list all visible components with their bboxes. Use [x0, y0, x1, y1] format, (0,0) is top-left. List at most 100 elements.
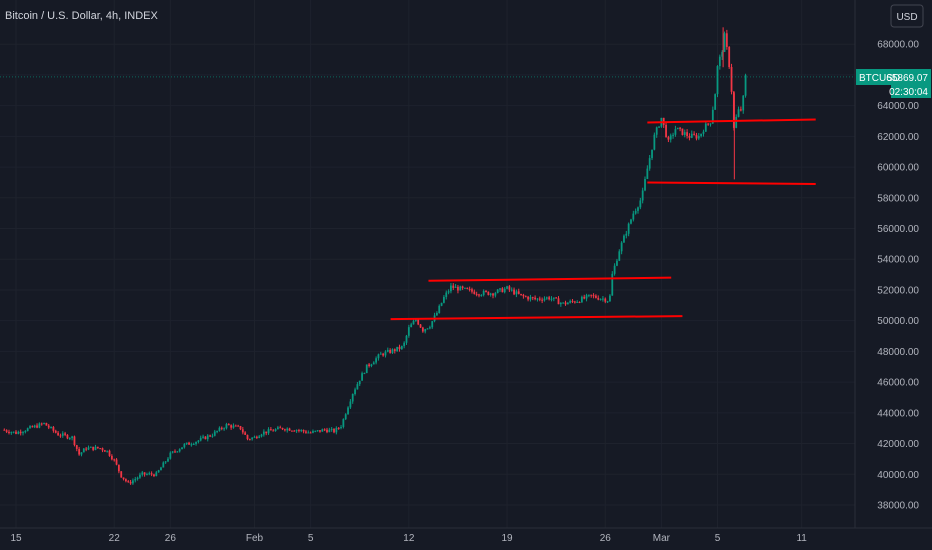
candle-body	[61, 433, 64, 436]
candle-body	[73, 436, 76, 446]
candle-body	[347, 407, 349, 415]
currency-button-label[interactable]: USD	[896, 12, 917, 23]
candle-body	[281, 427, 284, 430]
candle-body	[529, 297, 532, 300]
candle-body	[557, 298, 560, 305]
candle-body	[220, 427, 223, 429]
candle-body	[599, 298, 602, 300]
candle-body	[241, 429, 244, 433]
trendline[interactable]	[647, 181, 816, 185]
candle-body	[655, 127, 658, 135]
x-tick-label: 26	[165, 533, 177, 544]
x-tick-label: 19	[501, 533, 513, 544]
y-tick-label: 42000.00	[877, 439, 919, 450]
candle-body	[225, 424, 228, 429]
candle-body	[181, 447, 183, 450]
candle-body	[676, 127, 679, 130]
candle-body	[8, 431, 10, 434]
candle-body	[403, 342, 406, 347]
candle-body	[653, 134, 656, 150]
x-tick-label: Feb	[246, 533, 264, 544]
candle-body	[255, 436, 258, 438]
candle-body	[78, 448, 81, 455]
x-tick-label: 15	[10, 533, 22, 544]
candle-body	[183, 444, 186, 448]
candle-body	[174, 451, 176, 453]
candle-body	[702, 131, 705, 134]
price-tag-price: 65869.07	[886, 73, 928, 84]
candle-body	[669, 135, 672, 140]
candle-body	[164, 461, 167, 463]
candle-body	[716, 66, 719, 95]
candle-body	[244, 432, 247, 435]
candle-body	[342, 419, 345, 427]
candle-body	[721, 51, 724, 57]
candle-body	[171, 451, 174, 453]
candle-body	[237, 425, 240, 427]
candle-body	[534, 297, 537, 300]
candle-body	[197, 440, 200, 442]
candle-body	[688, 135, 691, 138]
candle-body	[440, 302, 443, 306]
trendline[interactable]	[390, 315, 683, 321]
trendlines-layer[interactable]	[390, 118, 816, 321]
candle-body	[700, 133, 703, 137]
time-axis[interactable]: 152226Feb5121926Mar5111	[10, 533, 932, 544]
candle-body	[370, 364, 373, 366]
currency-button[interactable]: USD	[890, 4, 924, 28]
candle-body	[122, 477, 125, 480]
candle-body	[644, 178, 646, 191]
candle-body	[552, 297, 555, 299]
candle-body	[686, 132, 689, 136]
candle-body	[718, 56, 721, 67]
candle-body	[162, 462, 165, 468]
candle-body	[499, 288, 501, 290]
candle-body	[398, 346, 401, 350]
candle-body	[216, 430, 218, 432]
candle-body	[333, 428, 335, 433]
candle-body	[410, 324, 413, 328]
candle-body	[337, 427, 340, 429]
x-tick-label: 5	[715, 533, 721, 544]
price-axis[interactable]: 38000.00 40000.00 42000.00 44000.00 46000.00…	[877, 40, 919, 512]
candle-body	[178, 449, 181, 452]
candle-body	[393, 349, 396, 352]
y-tick-label: 48000.00	[877, 347, 919, 358]
candle-body	[295, 430, 298, 432]
candle-body	[707, 123, 710, 125]
candle-body	[606, 301, 609, 303]
candle-body	[506, 286, 508, 289]
candle-body	[597, 297, 600, 300]
candle-body	[576, 301, 579, 303]
candle-body	[468, 288, 471, 290]
candle-body	[445, 292, 448, 297]
candle-body	[730, 67, 733, 92]
candle-body	[309, 432, 312, 434]
candle-body	[478, 294, 480, 296]
candle-body	[153, 474, 155, 477]
candle-body	[679, 127, 681, 129]
candle-body	[36, 425, 38, 428]
currency-button-box[interactable]	[890, 4, 924, 28]
candle-body	[651, 149, 653, 159]
candle-body	[211, 435, 214, 437]
candle-body	[459, 286, 462, 291]
candle-body	[428, 327, 431, 329]
candle-body	[365, 364, 368, 374]
candle-body	[354, 389, 356, 394]
trendline[interactable]	[428, 276, 672, 282]
y-tick-label: 56000.00	[877, 224, 919, 235]
candle-body	[386, 349, 389, 352]
candle-body	[396, 346, 399, 352]
candle-body	[583, 296, 586, 299]
candle-body	[94, 446, 97, 450]
trendline[interactable]	[647, 118, 816, 124]
candle-body	[377, 354, 380, 359]
candle-body	[714, 94, 717, 110]
candle-body	[566, 302, 569, 305]
price-tag-box	[856, 69, 931, 85]
candle-body	[471, 289, 473, 292]
